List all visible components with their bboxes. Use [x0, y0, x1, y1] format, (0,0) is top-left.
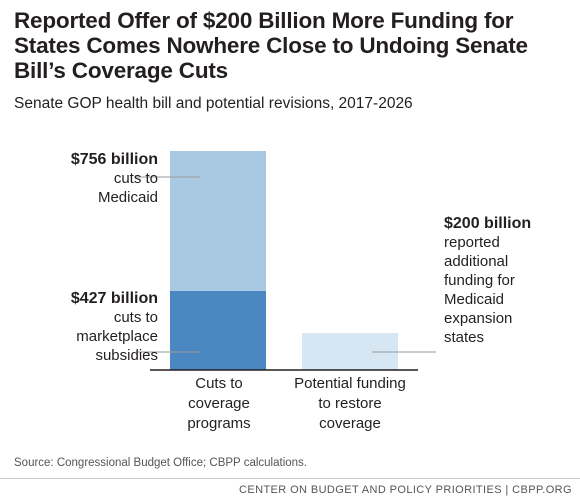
funding-value: $200 billion: [444, 215, 532, 232]
footer-credit: CENTER ON BUDGET AND POLICY PRIORITIES |…: [239, 484, 572, 496]
marketplace-cut-label: $427 billion cuts to marketplace subsidi…: [18, 289, 158, 365]
chart-subtitle: Senate GOP health bill and potential rev…: [14, 95, 413, 112]
category-label-cuts: Cuts to coverage programs: [187, 375, 251, 432]
chart-title: Reported Offer of $200 Billion More Fund…: [14, 8, 528, 83]
medicaid-cut-label: $756 billion cuts to Medicaid: [18, 150, 158, 207]
bar-segment-medicaid: [170, 151, 266, 291]
medicaid-cut-desc: cuts to Medicaid: [97, 170, 158, 206]
source-note: Source: Congressional Budget Office; CBP…: [14, 457, 307, 469]
category-label-funding: Potential funding to restore coverage: [294, 375, 406, 432]
bar-segment-funding: [302, 332, 398, 370]
medicaid-cut-value: $756 billion: [70, 151, 158, 168]
bar-segment-marketplace: [170, 290, 266, 370]
footer-divider: [0, 478, 580, 479]
marketplace-cut-value: $427 billion: [70, 290, 158, 307]
funding-desc: reported additional funding for Medicaid…: [444, 234, 515, 346]
funding-label: $200 billion reported additional funding…: [444, 214, 574, 347]
marketplace-cut-desc: cuts to marketplace subsidies: [76, 309, 158, 364]
